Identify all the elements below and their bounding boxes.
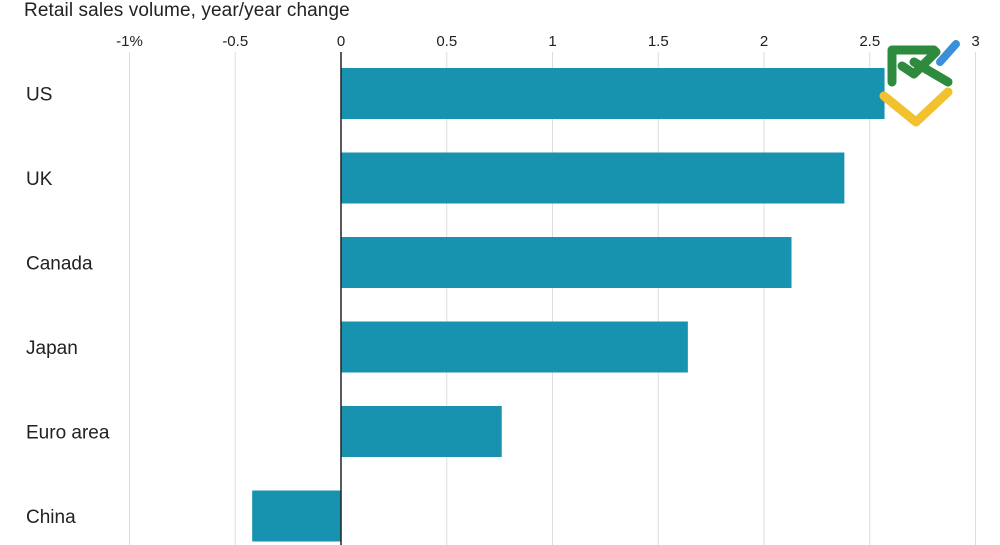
grid-lines bbox=[129, 52, 976, 545]
category-label: China bbox=[26, 507, 76, 528]
bar bbox=[341, 68, 885, 119]
x-tick-label: 3 bbox=[971, 33, 979, 50]
category-label: Canada bbox=[26, 254, 93, 275]
x-tick-label: 0.5 bbox=[436, 33, 457, 50]
category-labels: US UK Canada Japan Euro area China bbox=[26, 85, 110, 529]
x-tick-label: 2 bbox=[760, 33, 768, 50]
category-label: Japan bbox=[26, 338, 78, 359]
x-tick-label: -0.5 bbox=[222, 33, 248, 50]
x-tick-label: 2.5 bbox=[859, 33, 880, 50]
x-tick-label: 1.5 bbox=[648, 33, 669, 50]
chart-title: Retail sales volume, year/year change bbox=[24, 0, 350, 21]
x-tick-label: 0 bbox=[337, 33, 345, 50]
bar bbox=[341, 152, 845, 204]
x-tick-label: -1% bbox=[116, 33, 143, 50]
category-label: US bbox=[26, 85, 52, 106]
bar bbox=[341, 321, 688, 373]
bars bbox=[252, 68, 885, 542]
bar bbox=[341, 406, 502, 457]
bar bbox=[252, 490, 341, 542]
x-tick-labels: -1% -0.5 0 0.5 1 1.5 2 2.5 3 bbox=[116, 33, 980, 50]
x-tick-label: 1 bbox=[548, 33, 556, 50]
category-label: UK bbox=[26, 169, 53, 190]
category-label: Euro area bbox=[26, 423, 110, 444]
brand-logo-icon bbox=[879, 40, 960, 127]
bar bbox=[341, 237, 792, 288]
